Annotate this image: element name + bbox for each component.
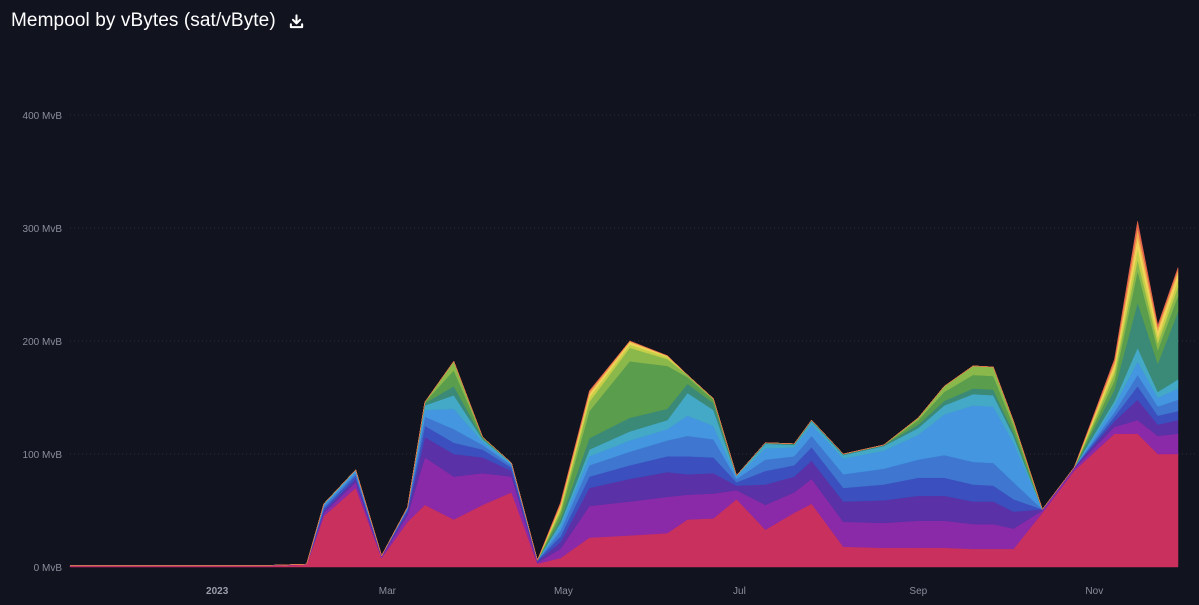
chart-header: Mempool by vBytes (sat/vByte) [11,10,306,32]
x-tick-label: May [554,586,573,597]
download-icon[interactable] [288,12,306,30]
y-tick-label: 400 MvB [23,111,63,122]
chart-title: Mempool by vBytes (sat/vByte) [11,10,276,31]
download-icon-glyph [290,13,304,28]
area-series-13 [70,221,1179,566]
axis-labels: 0 MvB 100 MvB 200 MvB 300 MvB 400 MvB 2023 Mar… [23,111,1104,597]
y-tick-label: 100 MvB [23,450,63,461]
y-tick-label: 0 MvB [34,563,63,574]
x-tick-label: Jul [733,586,746,597]
x-tick-label: Sep [909,586,927,597]
x-tick-label: Nov [1085,586,1103,597]
stacked-areas [69,221,1179,568]
x-tick-label: Mar [379,586,397,597]
x-tick-label: 2023 [206,586,229,597]
y-tick-label: 200 MvB [23,337,63,348]
y-tick-label: 300 MvB [23,224,63,235]
